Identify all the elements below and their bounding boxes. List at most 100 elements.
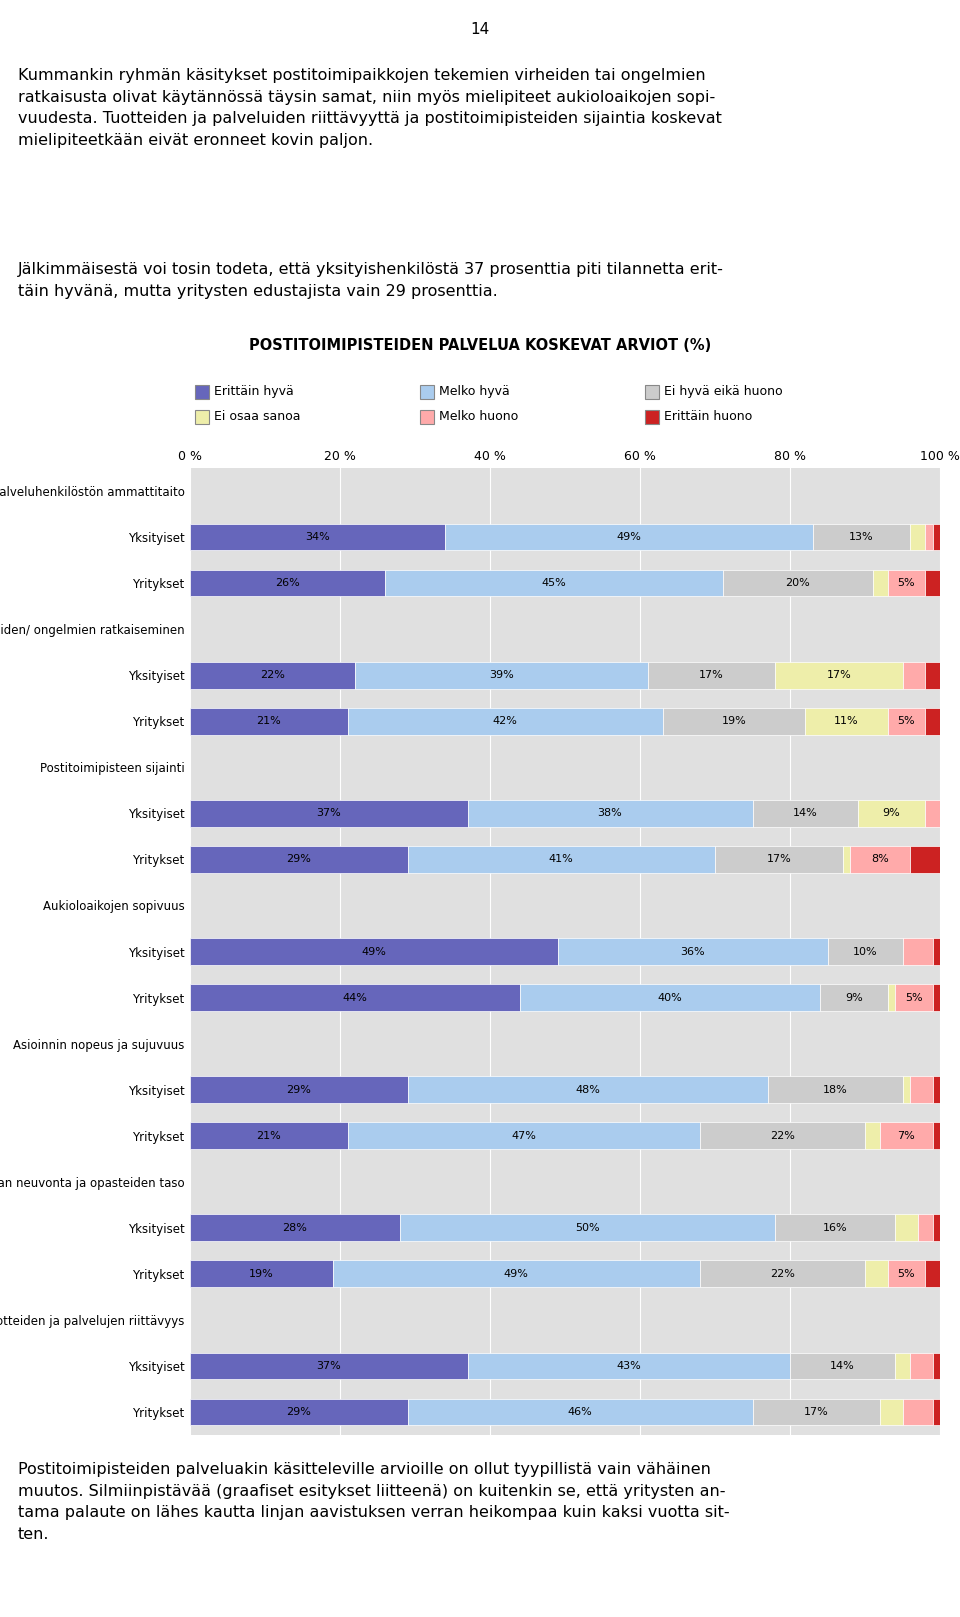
Text: 21%: 21%: [256, 716, 281, 726]
Text: 22%: 22%: [770, 1269, 795, 1279]
Bar: [820, 985, 887, 1011]
Bar: [753, 1399, 880, 1425]
Text: 18%: 18%: [823, 1085, 848, 1095]
Bar: [723, 569, 873, 597]
Text: 5%: 5%: [898, 579, 915, 589]
Text: 34%: 34%: [305, 532, 330, 542]
Bar: [880, 1122, 932, 1150]
Bar: [558, 938, 828, 965]
Text: 10%: 10%: [852, 946, 877, 957]
Text: Ei hyvä eikä huono: Ei hyvä eikä huono: [664, 385, 782, 398]
Bar: [932, 1352, 940, 1379]
Text: POSTITOIMIPISTEIDEN PALVELUA KOSKEVAT ARVIOT (%): POSTITOIMIPISTEIDEN PALVELUA KOSKEVAT AR…: [249, 338, 711, 353]
Text: 45%: 45%: [541, 579, 566, 589]
Bar: [902, 661, 925, 689]
Text: 43%: 43%: [616, 1362, 641, 1371]
Bar: [420, 411, 434, 424]
Bar: [887, 1261, 925, 1287]
Bar: [775, 661, 902, 689]
Bar: [873, 569, 887, 597]
Text: Erittäin huono: Erittäin huono: [664, 411, 753, 424]
Bar: [925, 569, 940, 597]
Bar: [332, 1261, 700, 1287]
Text: 50%: 50%: [575, 1222, 600, 1232]
Bar: [400, 1214, 775, 1242]
Text: 37%: 37%: [317, 1362, 341, 1371]
Bar: [932, 1122, 940, 1150]
Bar: [190, 938, 558, 965]
Bar: [902, 1399, 932, 1425]
Text: 14: 14: [470, 23, 490, 37]
Text: 29%: 29%: [286, 854, 311, 865]
Bar: [190, 1352, 468, 1379]
Text: 49%: 49%: [616, 532, 641, 542]
Bar: [407, 1077, 767, 1103]
Bar: [520, 985, 820, 1011]
Bar: [895, 1214, 918, 1242]
Bar: [790, 1352, 895, 1379]
Bar: [880, 1399, 902, 1425]
Bar: [932, 985, 940, 1011]
Text: 5%: 5%: [898, 1269, 915, 1279]
Text: 9%: 9%: [882, 808, 900, 818]
Text: 5%: 5%: [905, 993, 923, 1003]
Text: 39%: 39%: [489, 669, 514, 681]
Bar: [468, 800, 753, 826]
Bar: [190, 1261, 332, 1287]
Text: 22%: 22%: [770, 1130, 795, 1140]
Text: 13%: 13%: [849, 532, 874, 542]
Bar: [700, 1261, 865, 1287]
Text: 7%: 7%: [898, 1130, 915, 1140]
Bar: [407, 1399, 753, 1425]
Bar: [190, 524, 445, 550]
Bar: [895, 1352, 910, 1379]
Bar: [895, 985, 932, 1011]
Text: Jälkimmäisestä voi tosin todeta, että yksityishenkilöstä 37 prosenttia piti tila: Jälkimmäisestä voi tosin todeta, että yk…: [18, 262, 724, 299]
Bar: [355, 661, 647, 689]
Bar: [195, 385, 209, 399]
Bar: [195, 411, 209, 424]
Text: Melko hyvä: Melko hyvä: [439, 385, 510, 398]
Text: Erittäin hyvä: Erittäin hyvä: [214, 385, 294, 398]
Bar: [918, 1214, 932, 1242]
Bar: [857, 800, 925, 826]
Text: 40%: 40%: [658, 993, 683, 1003]
Bar: [190, 1399, 407, 1425]
Bar: [190, 661, 355, 689]
Bar: [190, 1077, 407, 1103]
Text: 26%: 26%: [276, 579, 300, 589]
Bar: [805, 708, 887, 734]
Text: 42%: 42%: [492, 716, 517, 726]
Bar: [932, 1077, 940, 1103]
Text: 14%: 14%: [830, 1362, 854, 1371]
Bar: [850, 846, 910, 873]
Text: 17%: 17%: [804, 1407, 828, 1416]
Bar: [645, 411, 659, 424]
Bar: [902, 1077, 910, 1103]
Bar: [828, 938, 902, 965]
Bar: [190, 1214, 400, 1242]
Text: 41%: 41%: [549, 854, 574, 865]
Bar: [420, 385, 434, 399]
Bar: [887, 985, 895, 1011]
Text: 44%: 44%: [343, 993, 368, 1003]
Bar: [932, 524, 940, 550]
Bar: [445, 524, 812, 550]
Bar: [753, 800, 857, 826]
Text: 11%: 11%: [834, 716, 858, 726]
Bar: [715, 846, 843, 873]
Bar: [925, 1261, 940, 1287]
Bar: [887, 708, 925, 734]
Bar: [645, 385, 659, 399]
Bar: [767, 1077, 902, 1103]
Text: 29%: 29%: [286, 1085, 311, 1095]
Text: 19%: 19%: [721, 716, 746, 726]
Bar: [865, 1261, 887, 1287]
Bar: [190, 800, 468, 826]
Bar: [348, 1122, 700, 1150]
Bar: [910, 1077, 932, 1103]
Bar: [910, 1352, 932, 1379]
Bar: [812, 524, 910, 550]
Bar: [843, 846, 850, 873]
Text: 46%: 46%: [567, 1407, 592, 1416]
